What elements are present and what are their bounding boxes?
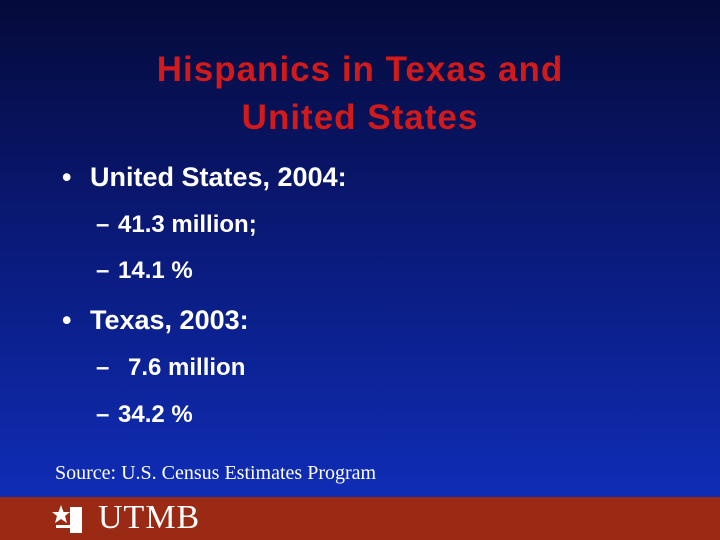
bullet: • Texas, 2003: (62, 305, 249, 335)
sub-bullet: –7.6 million (96, 354, 246, 381)
logo-icon (52, 505, 82, 533)
bullet: • United States, 2004: (62, 162, 347, 192)
sub-bullet-text: 41.3 million; (118, 211, 257, 238)
bullet-text: Texas, 2003: (90, 305, 249, 335)
sub-bullet: –34.2 % (96, 401, 193, 428)
sub-bullet-text: 7.6 million (128, 354, 246, 381)
footer-bar (0, 497, 720, 540)
logo-text: UTMB (98, 499, 201, 536)
sub-bullet-text: 14.1 % (118, 257, 193, 284)
sub-bullet: –14.1 % (96, 257, 193, 284)
title-block: Hispanics in Texas and United States (0, 46, 720, 142)
slide-title: Hispanics in Texas and United States (156, 50, 564, 137)
sub-bullet: –41.3 million; (96, 211, 257, 238)
source-note: Source: U.S. Census Estimates Program (55, 462, 377, 484)
sub-bullet-text: 34.2 % (118, 401, 193, 428)
bullet-text: United States, 2004: (90, 162, 347, 192)
